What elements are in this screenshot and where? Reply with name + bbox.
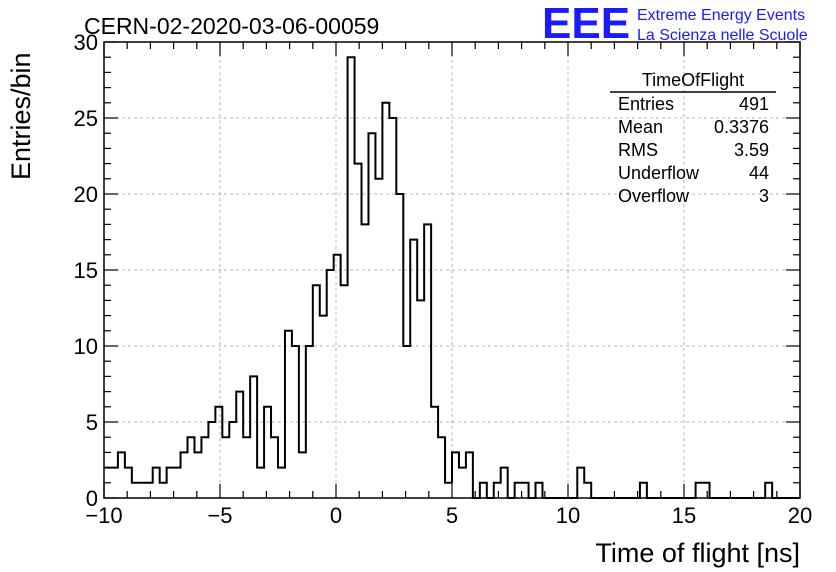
logo-mark: EEE	[542, 0, 630, 48]
x-tick-label: −10	[85, 503, 122, 528]
histogram-outline	[104, 56, 800, 499]
stats-label-rms: RMS	[618, 140, 658, 160]
stats-label-entries: Entries	[618, 94, 674, 114]
stats-value-underflow: 44	[749, 163, 769, 183]
y-tick-label: 15	[74, 258, 98, 283]
x-tick-label: 5	[446, 503, 458, 528]
grid	[104, 42, 800, 498]
y-tick-label: 0	[86, 486, 98, 511]
stats-title: TimeOfFlight	[642, 70, 744, 90]
stats-label-underflow: Underflow	[618, 163, 700, 183]
axis-ticks	[103, 41, 801, 499]
stats-value-overflow: 3	[759, 186, 769, 206]
stats-value-rms: 3.59	[734, 140, 769, 160]
stats-box: TimeOfFlight Entries 491 Mean 0.3376 RMS…	[610, 70, 776, 206]
y-tick-label: 10	[74, 334, 98, 359]
eee-logo: EEE Extreme Energy Events La Scienza nel…	[542, 0, 808, 48]
y-tick-label: 20	[74, 182, 98, 207]
y-axis-label: Entries/bin	[6, 52, 36, 180]
stats-value-entries: 491	[739, 94, 769, 114]
run-title: CERN-02-2020-03-06-00059	[84, 13, 379, 39]
tick-labels: −10 −5 0 5 10 15 20 0 5 10 15 20 25 30	[74, 30, 813, 528]
stats-label-mean: Mean	[618, 117, 663, 137]
y-tick-label: 25	[74, 106, 98, 131]
stats-label-overflow: Overflow	[618, 186, 690, 206]
y-tick-label: 5	[86, 410, 98, 435]
x-tick-label: −5	[207, 503, 232, 528]
x-tick-label: 20	[788, 503, 812, 528]
x-tick-label: 15	[672, 503, 696, 528]
x-axis-label: Time of flight [ns]	[595, 538, 800, 568]
y-tick-label: 30	[74, 30, 98, 55]
x-tick-label: 10	[556, 503, 580, 528]
x-tick-label: 0	[330, 503, 342, 528]
logo-line-1: Extreme Energy Events	[637, 7, 805, 24]
stats-value-mean: 0.3376	[714, 117, 769, 137]
logo-line-2: La Scienza nelle Scuole	[637, 27, 808, 44]
